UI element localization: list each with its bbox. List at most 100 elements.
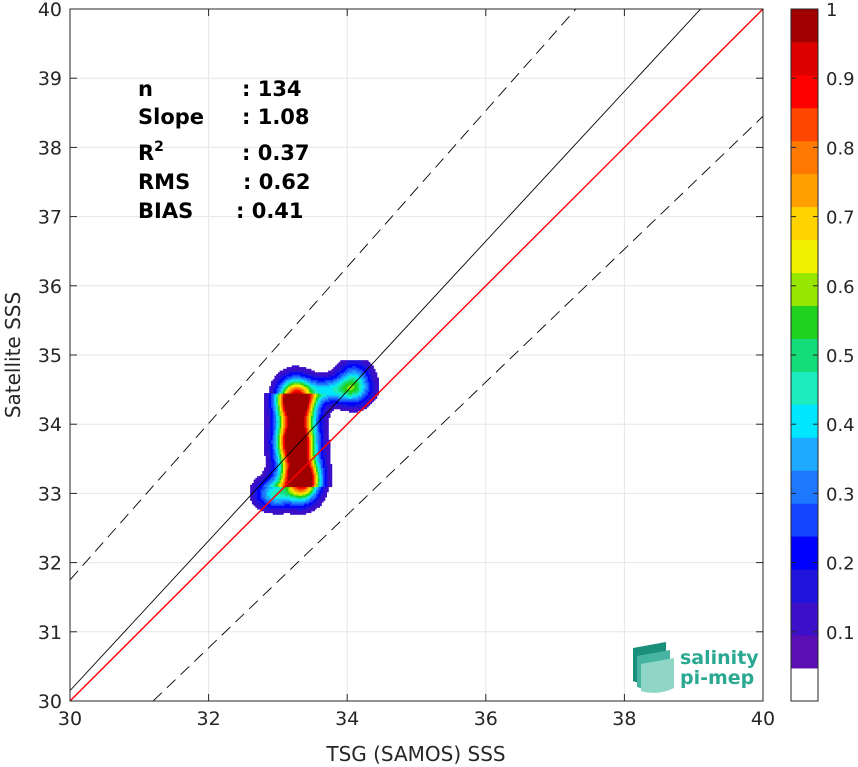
density-cell [333, 384, 336, 387]
density-cell [310, 415, 314, 418]
density-cell [310, 443, 314, 446]
density-cell [355, 401, 359, 405]
density-cell [295, 465, 298, 469]
density-cell [335, 382, 338, 386]
density-cell [309, 483, 312, 486]
density-cell [281, 483, 284, 486]
density-cell [290, 502, 293, 505]
density-cell [357, 393, 360, 396]
density-cell [314, 495, 317, 498]
density-cell [262, 502, 265, 505]
density-cell [352, 391, 355, 394]
density-cell [300, 399, 303, 403]
density-cell [309, 434, 312, 437]
density-cell [300, 387, 303, 391]
density-cell [279, 424, 282, 427]
density-cell [296, 462, 300, 465]
density-cell [276, 474, 279, 477]
density-cell [264, 424, 267, 427]
density-cell [310, 500, 314, 503]
density-cell [293, 387, 296, 391]
density-cell [303, 457, 307, 460]
density-cell [348, 365, 352, 368]
x-tick-label: 34 [335, 708, 359, 730]
density-cell [295, 398, 298, 401]
density-cell [314, 477, 317, 481]
density-cell [272, 495, 276, 498]
density-cell [345, 368, 348, 372]
density-cell [267, 427, 270, 430]
density-cell [354, 389, 357, 392]
density-cell [305, 386, 308, 389]
density-cell [326, 436, 329, 439]
density-cell [272, 498, 276, 501]
density-cell [343, 393, 347, 396]
density-cell [283, 431, 286, 434]
density-cell [267, 455, 270, 458]
density-cell [288, 444, 291, 448]
density-cell [288, 502, 291, 505]
density-cell [324, 396, 328, 399]
density-cell [276, 467, 279, 470]
density-cell [290, 453, 293, 456]
density-cell [298, 394, 302, 398]
density-cell [376, 379, 379, 382]
density-cell [300, 489, 303, 493]
density-cell [347, 398, 350, 401]
density-cell [300, 462, 303, 465]
density-cell [302, 469, 305, 472]
density-cell [347, 375, 350, 379]
density-cell [342, 389, 345, 392]
density-cell [322, 488, 326, 491]
density-cell [269, 387, 272, 391]
density-cell [281, 391, 284, 394]
x-tick-label: 40 [751, 708, 775, 730]
density-cell [310, 396, 314, 399]
density-cell [300, 510, 303, 514]
density-cell [255, 491, 258, 494]
density-cell [274, 477, 277, 481]
density-cell [342, 363, 345, 366]
density-cell [288, 477, 291, 481]
density-cell [267, 405, 270, 408]
density-cell [295, 365, 298, 368]
density-cell [265, 451, 269, 455]
density-cell [355, 398, 359, 401]
density-cell [269, 455, 272, 458]
density-cell [357, 370, 360, 373]
density-cell [279, 476, 282, 479]
density-cell [338, 396, 341, 399]
density-cell [307, 408, 310, 411]
density-cell [316, 450, 319, 453]
density-cell [303, 441, 307, 444]
density-cell [329, 481, 333, 484]
density-cell [264, 479, 267, 482]
density-cell [321, 405, 324, 408]
density-cell [314, 405, 317, 408]
density-cell [319, 484, 322, 488]
density-cell [305, 425, 308, 429]
density-cell [262, 476, 265, 479]
density-cell [309, 387, 312, 391]
density-cell [354, 377, 357, 380]
density-cell [258, 503, 262, 507]
density-cell [286, 441, 289, 444]
density-cell [309, 441, 312, 444]
density-cell [367, 375, 371, 379]
density-cell [279, 500, 282, 503]
density-cell [283, 375, 286, 379]
density-cell [293, 507, 296, 510]
density-cell [300, 432, 303, 436]
density-cell [336, 396, 340, 399]
density-cell [281, 419, 284, 422]
density-cell [284, 457, 288, 460]
density-cell [283, 386, 286, 389]
density-cell [303, 399, 307, 403]
density-cell [264, 436, 267, 439]
density-cell [274, 460, 277, 463]
density-cell [303, 495, 307, 498]
density-cell [307, 399, 310, 403]
density-cell [293, 429, 296, 432]
density-cell [310, 370, 314, 373]
colorbar-tick-label: 0.4 [826, 415, 855, 436]
